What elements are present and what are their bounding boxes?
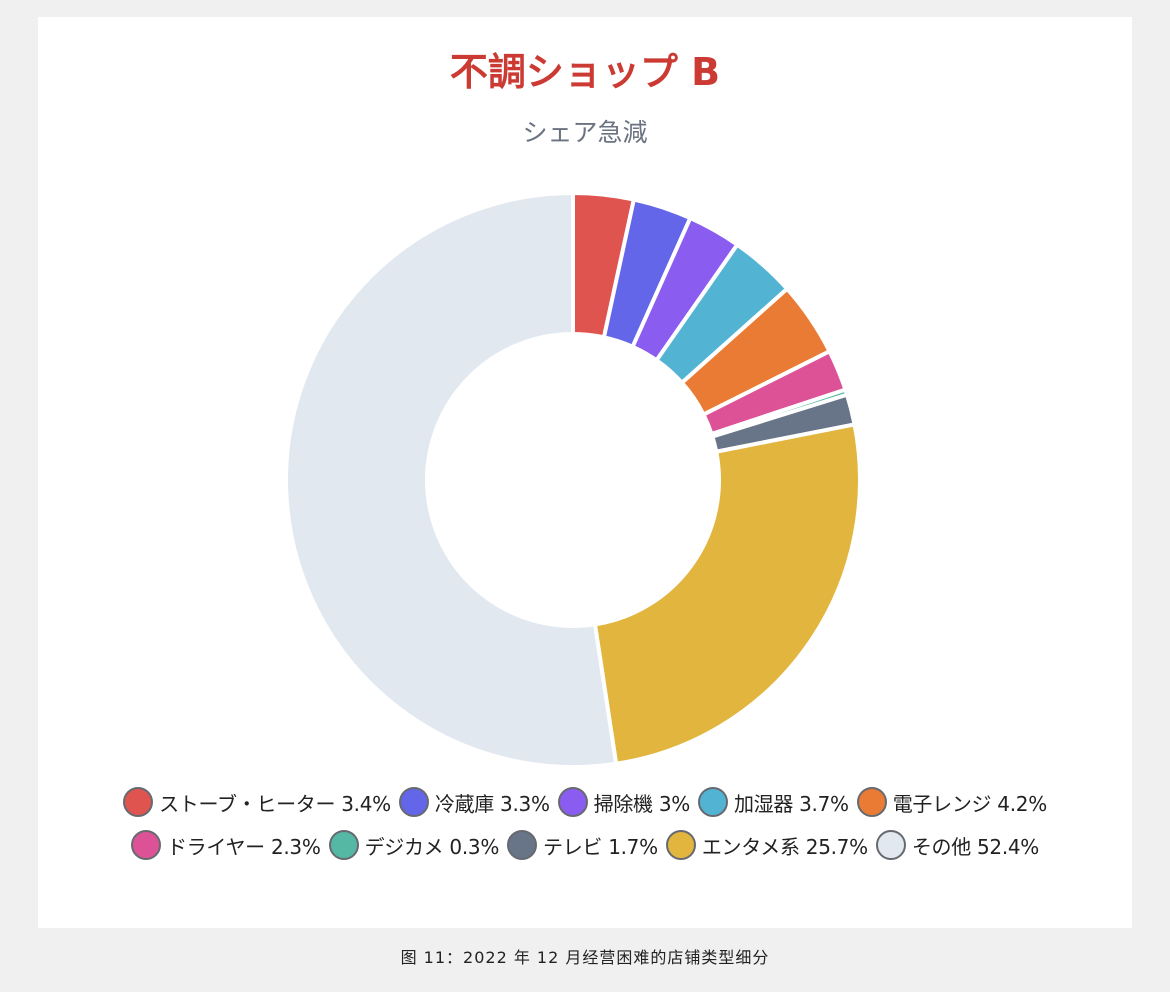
legend-label: エンタメ系 25.7% [701,834,868,859]
chart-title: 不調ショップ B [449,50,721,94]
legend-item[interactable]: ストーブ・ヒーター 3.4% [123,787,391,817]
legend-label: デジカメ 0.3% [364,834,500,859]
legend-item[interactable]: その他 52.4% [875,830,1040,860]
legend-row: ストーブ・ヒーター 3.4% 冷蔵庫 3.3% 掃除機 3% 加湿器 3.7% 電子レン… [38,783,1132,821]
legend-item[interactable]: テレビ 1.7% [507,830,658,860]
donut-slice[interactable] [284,190,619,769]
legend-label: その他 52.4% [911,834,1040,859]
chart-card: 不調ショップ B シェア急減 ストーブ・ヒーター 3.4% 冷蔵庫 3.3% 掃除機… [38,17,1132,928]
legend-label: 加湿器 3.7% [733,791,849,816]
legend-item[interactable]: デジカメ 0.3% [328,830,500,860]
legend-swatch-icon [398,787,429,817]
legend-label: テレビ 1.7% [543,834,658,859]
legend-swatch-icon [130,830,161,860]
legend-swatch-icon [856,787,887,817]
legend-swatch-icon [875,830,906,860]
legend-label: ストーブ・ヒーター 3.4% [159,791,391,816]
legend-swatch-icon [328,830,359,860]
legend-swatch-icon [665,830,696,860]
donut-slice[interactable] [592,422,862,767]
legend-label: 電子レンジ 4.2% [892,791,1047,816]
legend-item[interactable]: ドライヤー 2.3% [130,830,321,860]
legend-item[interactable]: 掃除機 3% [557,787,691,817]
legend-label: 掃除機 3% [593,791,691,816]
legend-swatch-icon [507,830,538,860]
legend-item[interactable]: 加湿器 3.7% [697,787,849,817]
chart-subtitle: シェア急減 [522,118,648,147]
legend-item[interactable]: 冷蔵庫 3.3% [398,787,550,817]
legend-label: ドライヤー 2.3% [166,834,321,859]
legend-swatch-icon [697,787,728,817]
legend-row: ドライヤー 2.3% デジカメ 0.3% テレビ 1.7% エンタメ系 25.7% その… [38,826,1132,864]
legend-swatch-icon [557,787,588,817]
legend-swatch-icon [123,787,154,817]
legend-label: 冷蔵庫 3.3% [434,791,550,816]
chart-legend: ストーブ・ヒーター 3.4% 冷蔵庫 3.3% 掃除機 3% 加湿器 3.7% 電子レン… [38,783,1132,869]
figure-caption: 图 11：2022 年 12 月经营困难的店铺类型细分 [400,948,770,967]
legend-item[interactable]: 電子レンジ 4.2% [856,787,1047,817]
legend-item[interactable]: エンタメ系 25.7% [665,830,868,860]
